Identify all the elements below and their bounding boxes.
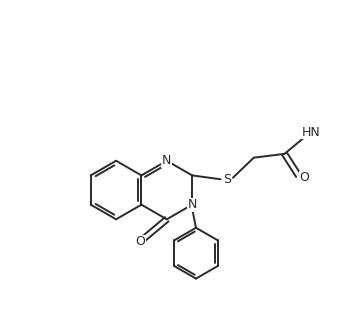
Text: O: O bbox=[300, 171, 310, 184]
Text: N: N bbox=[162, 154, 171, 167]
Text: N: N bbox=[187, 198, 197, 211]
Text: S: S bbox=[223, 173, 231, 186]
Text: HN: HN bbox=[302, 126, 321, 139]
Text: O: O bbox=[136, 235, 146, 248]
